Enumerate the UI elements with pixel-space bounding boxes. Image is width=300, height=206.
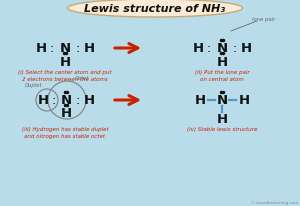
- Text: H: H: [60, 107, 72, 120]
- Text: H: H: [194, 94, 206, 107]
- Text: :: :: [52, 94, 56, 107]
- Text: (iii) Hydrogen has stable duplet
and nitrogen has stable octet: (iii) Hydrogen has stable duplet and nit…: [22, 126, 108, 138]
- Text: H: H: [192, 42, 204, 55]
- Text: (i) Select the center atom and put
2 electrons between the atoms: (i) Select the center atom and put 2 ele…: [18, 70, 112, 81]
- Text: H: H: [216, 113, 228, 126]
- Text: H: H: [59, 55, 70, 68]
- Text: N: N: [59, 42, 70, 55]
- Text: Octet: Octet: [75, 76, 89, 81]
- Text: :: :: [76, 42, 80, 55]
- Text: H: H: [35, 42, 46, 55]
- Text: (ii) Put the lone pair
on central atom: (ii) Put the lone pair on central atom: [195, 70, 249, 81]
- Text: :: :: [233, 42, 237, 55]
- Text: © knordislearning.com: © knordislearning.com: [251, 200, 298, 204]
- Text: Lewis structure of NH₃: Lewis structure of NH₃: [84, 4, 226, 14]
- Text: N: N: [216, 42, 228, 55]
- Text: :: :: [76, 94, 80, 107]
- Text: N: N: [216, 94, 228, 107]
- Text: H: H: [83, 94, 94, 107]
- Text: (iv) Stable lewis structure: (iv) Stable lewis structure: [187, 126, 257, 131]
- Text: :: :: [50, 42, 54, 55]
- Text: H: H: [238, 94, 250, 107]
- Text: :: :: [207, 42, 211, 55]
- Text: H: H: [216, 55, 228, 68]
- Text: H: H: [38, 94, 49, 107]
- Text: H: H: [83, 42, 94, 55]
- Ellipse shape: [68, 0, 242, 18]
- Text: lone pair: lone pair: [252, 16, 276, 21]
- Text: H: H: [240, 42, 252, 55]
- Text: N: N: [60, 94, 72, 107]
- Text: Duplet: Duplet: [25, 82, 43, 87]
